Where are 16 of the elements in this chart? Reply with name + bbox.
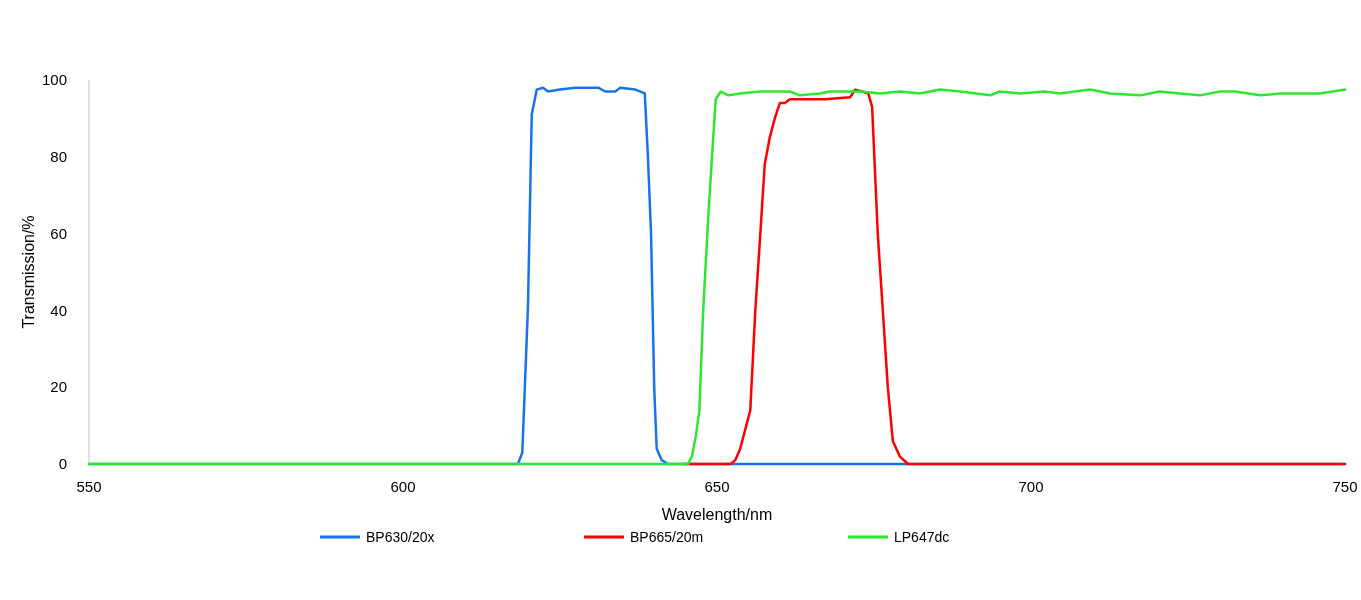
x-tick-label: 700 — [1018, 478, 1044, 495]
y-axis-title: Transmission/% — [20, 215, 37, 329]
y-tick-label: 20 — [50, 378, 67, 396]
x-tick-label: 550 — [76, 478, 102, 495]
y-tick-label: 0 — [58, 455, 67, 473]
legend-label: BP630/20x — [366, 528, 435, 545]
x-axis-title: Wavelength/nm — [661, 506, 773, 523]
x-tick-label: 650 — [704, 478, 730, 495]
y-tick-label: 80 — [50, 148, 67, 166]
legend-label: BP665/20m — [630, 528, 704, 545]
x-tick-label: 600 — [390, 478, 416, 495]
x-tick-label: 750 — [1332, 478, 1358, 495]
y-tick-label: 40 — [50, 301, 67, 319]
y-tick-label: 60 — [50, 224, 67, 242]
y-tick-label: 100 — [41, 71, 67, 89]
legend-label: LP647dc — [894, 528, 950, 545]
